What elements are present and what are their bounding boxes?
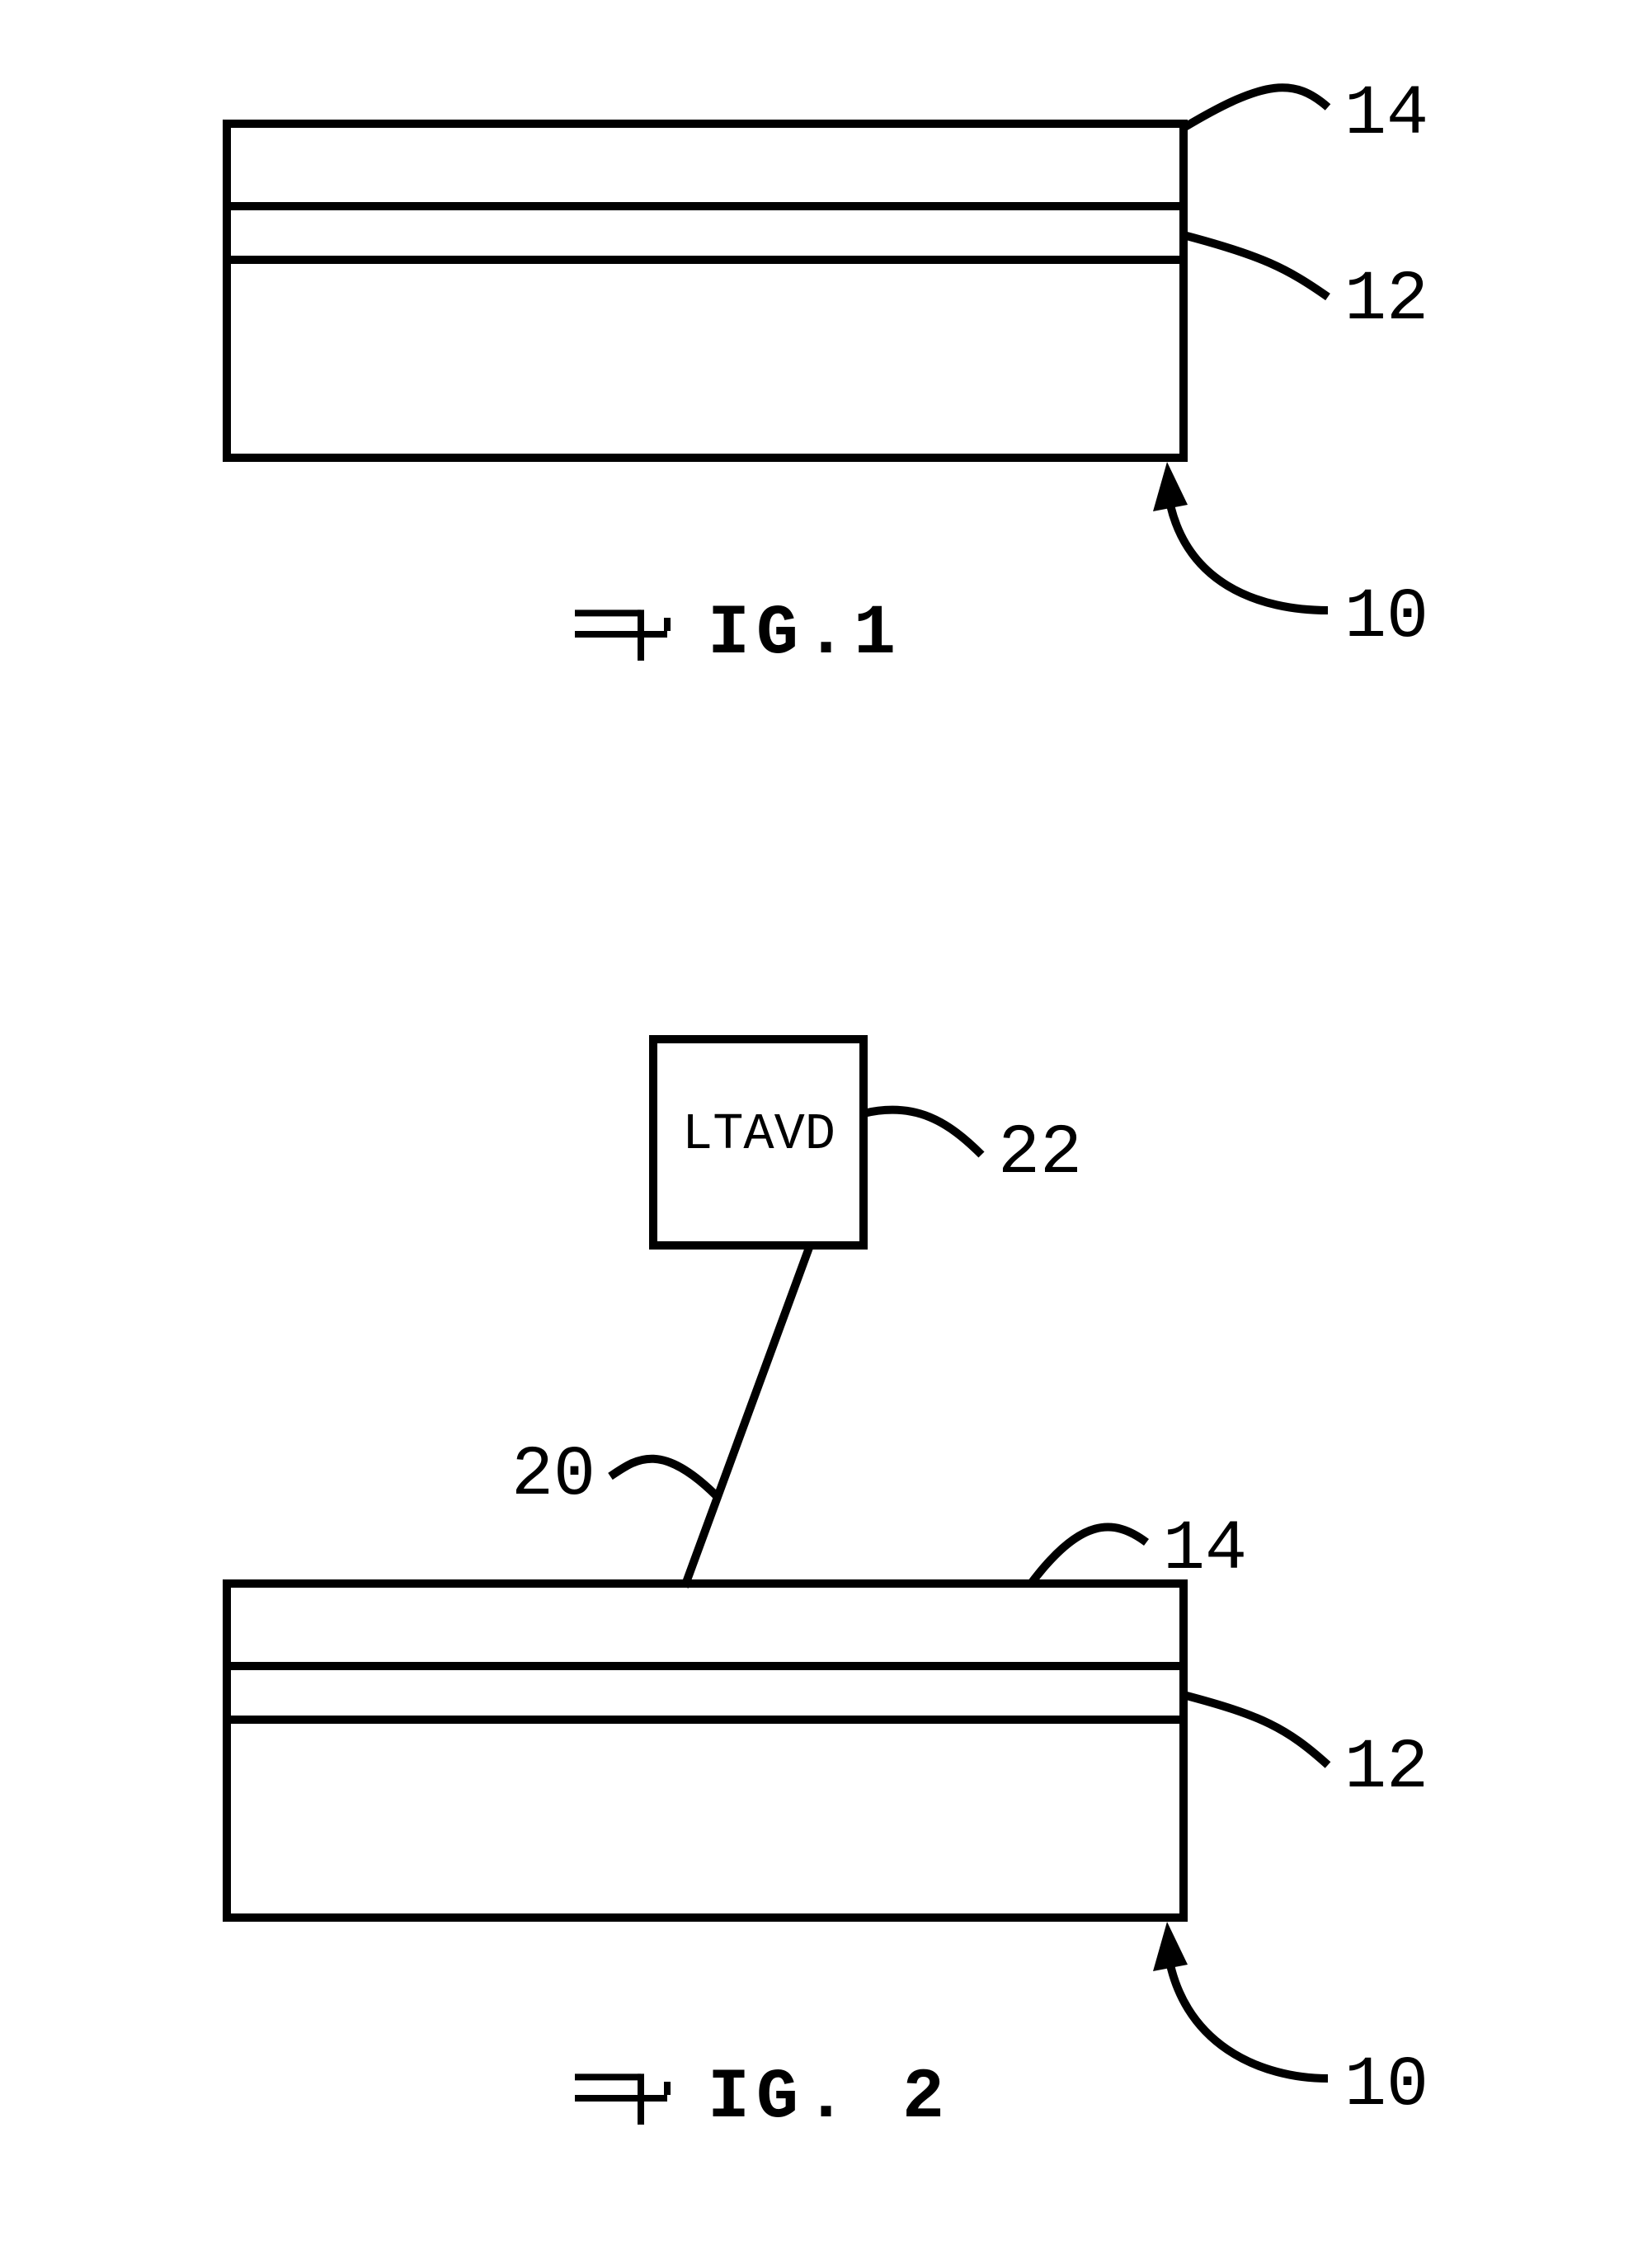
fig1-caption-glyph xyxy=(569,601,693,667)
fig2-label-22: 22 xyxy=(998,1113,1082,1193)
fig2-label-14: 14 xyxy=(1163,1509,1247,1589)
fig2-label-10: 10 xyxy=(1344,2045,1428,2125)
fig1-caption: IG.1 xyxy=(569,594,902,674)
fig1-leader-mid xyxy=(1184,235,1328,297)
fig2-outer-rect xyxy=(227,1584,1184,1918)
fig2-caption-glyph xyxy=(569,2065,693,2131)
fig2-svg xyxy=(0,990,1652,2227)
fig2-caption: IG. 2 xyxy=(569,2058,951,2138)
fig2-label-20: 20 xyxy=(511,1435,595,1515)
fig2-leader-diag xyxy=(610,1459,718,1497)
fig2-label-12: 12 xyxy=(1344,1728,1428,1808)
fig2-leader-bottom xyxy=(1167,1946,1328,2078)
diagram-page: 14 12 10 IG.1 LTAVD 22 xyxy=(0,0,1652,2264)
fig2-leader-mid xyxy=(1184,1695,1328,1765)
fig1-label-14: 14 xyxy=(1344,74,1428,154)
fig2-leader-bottom-arrow xyxy=(1153,1922,1188,1971)
fig1-leader-top xyxy=(1184,87,1328,128)
fig1-outer-rect xyxy=(227,124,1184,458)
fig1-leader-bottom xyxy=(1167,487,1328,610)
fig2-leader-top xyxy=(1031,1527,1146,1584)
fig1-caption-text: IG.1 xyxy=(708,594,902,674)
fig1-label-10: 10 xyxy=(1344,577,1428,657)
fig1-leader-bottom-arrow xyxy=(1153,462,1188,511)
fig2-box-text: LTAVD xyxy=(664,1105,854,1164)
fig2-caption-text: IG. 2 xyxy=(708,2058,951,2138)
fig2-leader-box xyxy=(864,1110,981,1155)
fig2-diag-line xyxy=(685,1245,810,1587)
fig1-label-12: 12 xyxy=(1344,260,1428,340)
